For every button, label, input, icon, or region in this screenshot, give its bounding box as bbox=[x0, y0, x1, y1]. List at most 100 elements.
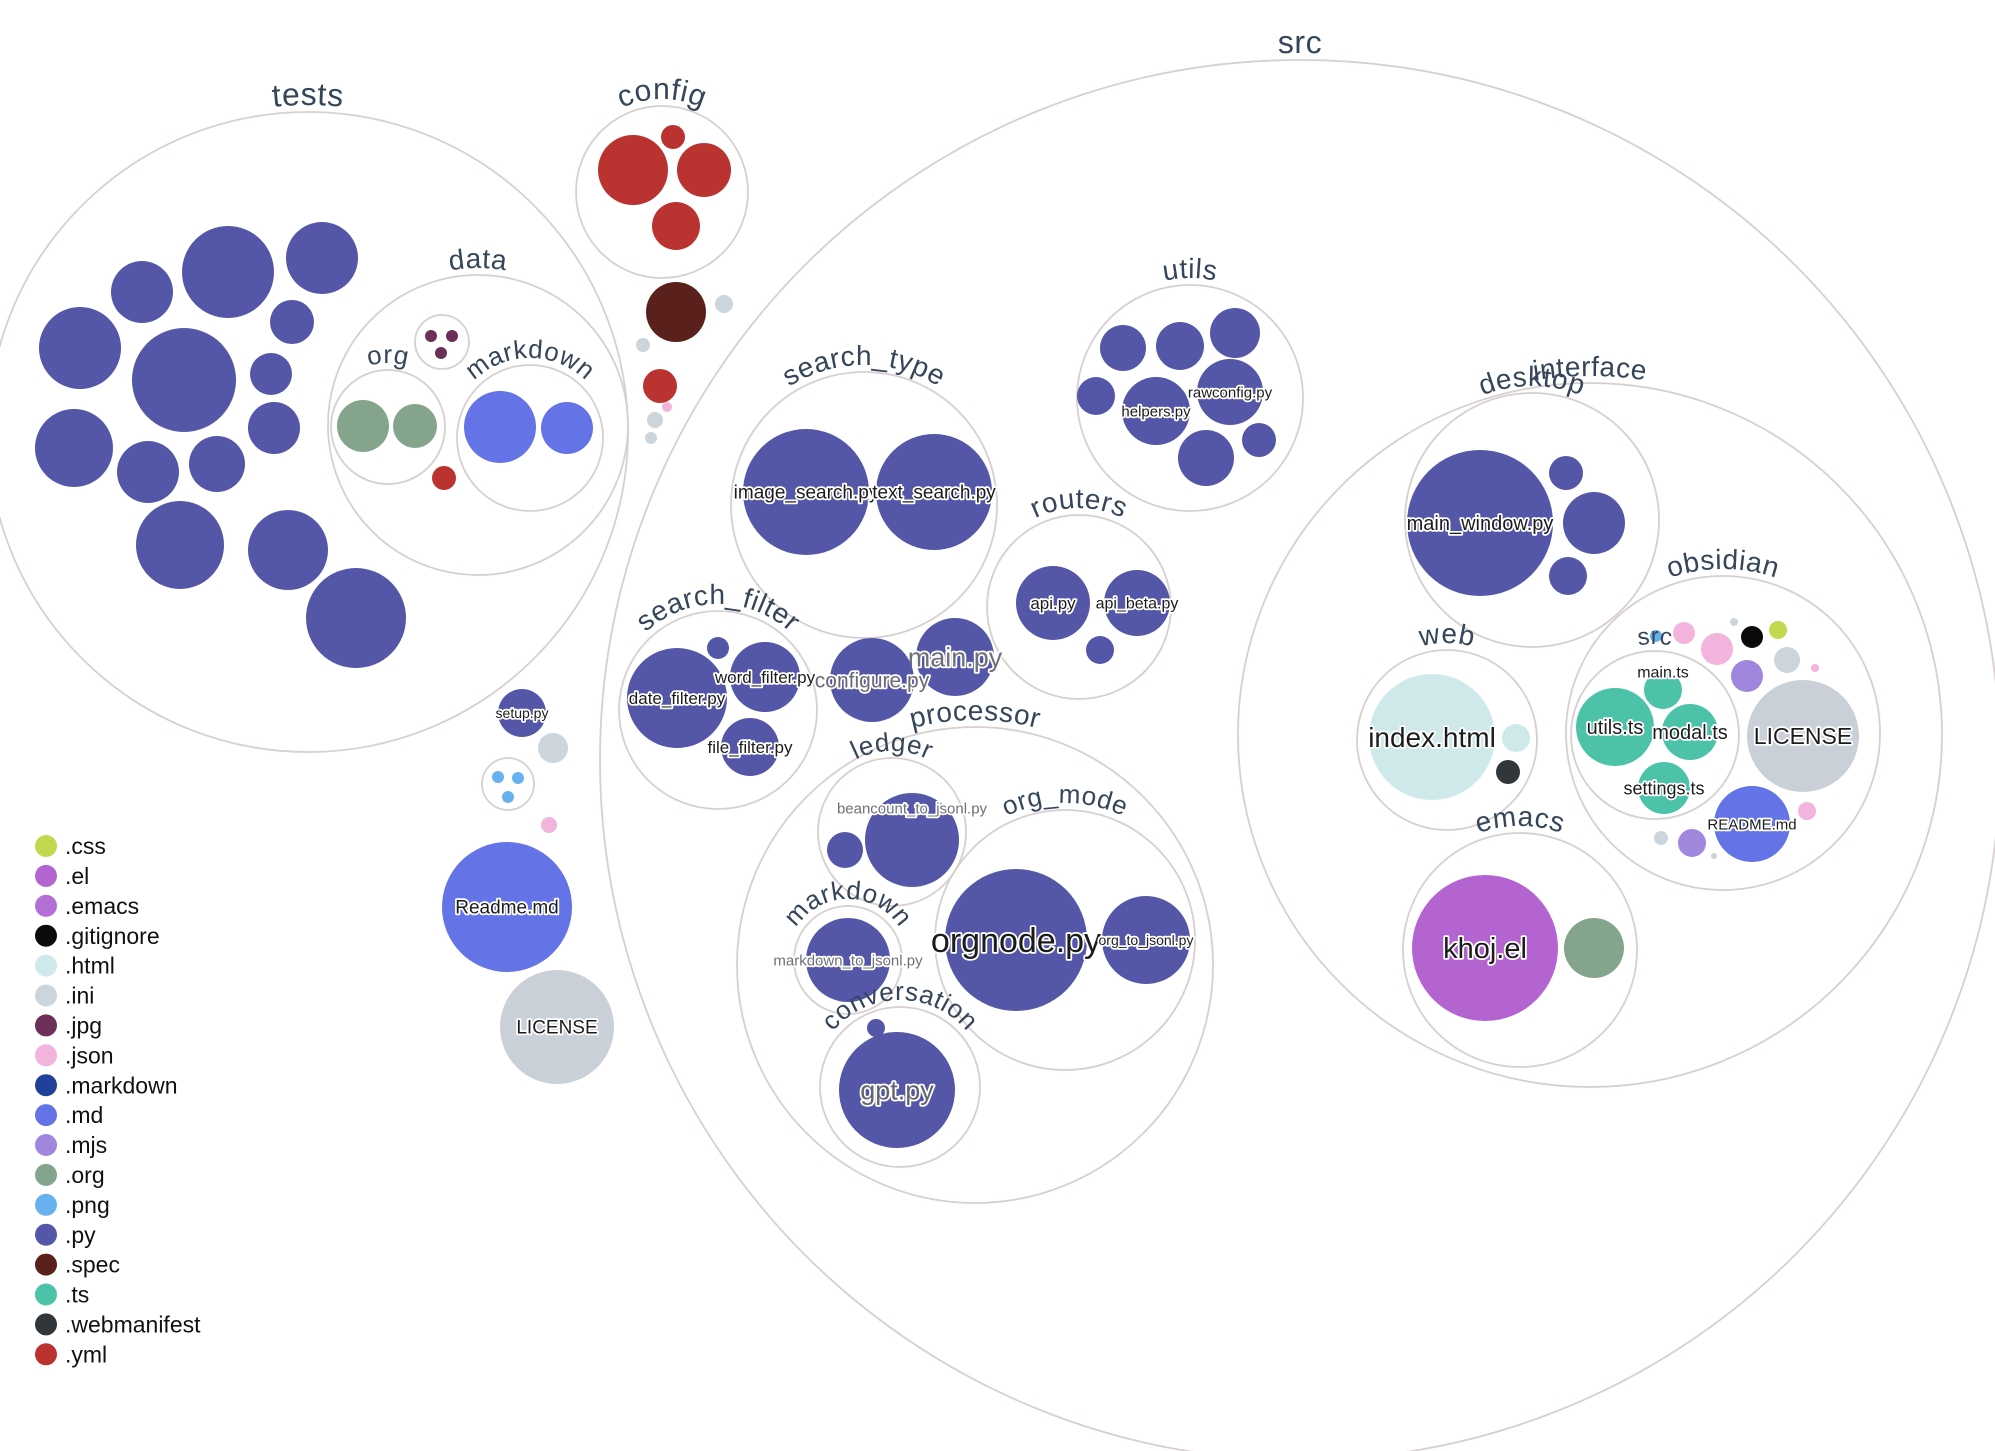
file-circle-json[interactable] bbox=[1798, 802, 1816, 820]
file-circle-text_search.py[interactable] bbox=[876, 434, 992, 550]
file-circle-mjs[interactable] bbox=[1731, 660, 1763, 692]
file-circle-markdown_to_jsonl.py[interactable] bbox=[806, 918, 890, 1002]
file-circle-ini[interactable] bbox=[1730, 618, 1738, 626]
file-circle-py[interactable] bbox=[707, 637, 729, 659]
folder-circle-emacs[interactable] bbox=[1402, 832, 1638, 1068]
file-circle-org[interactable] bbox=[1564, 918, 1624, 978]
file-circle-file_filter.py[interactable] bbox=[721, 718, 779, 776]
file-circle-gpt.py[interactable] bbox=[839, 1032, 955, 1148]
file-circle-py[interactable] bbox=[1549, 456, 1583, 490]
folder-circle-utils[interactable] bbox=[1076, 284, 1304, 512]
file-circle-json[interactable] bbox=[541, 817, 557, 833]
file-circle-modal.ts[interactable] bbox=[1662, 704, 1718, 760]
file-circle-jpg[interactable] bbox=[425, 330, 437, 342]
file-circle-py[interactable] bbox=[270, 300, 314, 344]
file-circle-api_beta.py[interactable] bbox=[1104, 570, 1170, 636]
folder-circle-search_type[interactable] bbox=[730, 371, 998, 639]
file-circle-py[interactable] bbox=[1563, 492, 1625, 554]
file-circle-org[interactable] bbox=[337, 400, 389, 452]
file-circle-configure.py[interactable] bbox=[830, 638, 914, 722]
file-circle-ini[interactable] bbox=[1711, 853, 1717, 859]
file-circle-README.md[interactable] bbox=[1714, 786, 1790, 862]
file-circle-org[interactable] bbox=[393, 404, 437, 448]
file-circle-helpers.py[interactable] bbox=[1122, 377, 1190, 445]
file-circle-py[interactable] bbox=[1156, 322, 1204, 370]
file-circle-ini[interactable] bbox=[645, 432, 657, 444]
file-circle-webmanifest[interactable] bbox=[1496, 760, 1520, 784]
file-circle-png[interactable] bbox=[502, 791, 514, 803]
file-circle-py[interactable] bbox=[306, 568, 406, 668]
file-circle-ini[interactable] bbox=[538, 733, 568, 763]
file-circle-setup.py[interactable] bbox=[498, 689, 546, 737]
folder-circle-src[interactable] bbox=[599, 59, 1995, 1451]
folder-circle-processor[interactable] bbox=[736, 726, 1214, 1204]
file-circle-yml[interactable] bbox=[661, 125, 685, 149]
file-circle-py[interactable] bbox=[1077, 377, 1115, 415]
file-circle-py[interactable] bbox=[1242, 423, 1276, 457]
file-circle-spec[interactable] bbox=[646, 282, 706, 342]
file-circle-index.html[interactable] bbox=[1369, 674, 1495, 800]
file-circle-py[interactable] bbox=[136, 501, 224, 589]
file-circle-json[interactable] bbox=[1673, 622, 1695, 644]
file-circle-jpg[interactable] bbox=[435, 347, 447, 359]
folder-circle-interface[interactable] bbox=[1237, 382, 1943, 1088]
file-circle-image_search.py[interactable] bbox=[743, 429, 869, 555]
file-circle-settings.ts[interactable] bbox=[1638, 762, 1690, 814]
file-circle-ini[interactable] bbox=[636, 338, 650, 352]
file-circle-rawconfig.py[interactable] bbox=[1197, 359, 1263, 425]
file-circle-date_filter.py[interactable] bbox=[627, 648, 727, 748]
file-circle-yml[interactable] bbox=[677, 143, 731, 197]
file-circle-main_window.py[interactable] bbox=[1407, 450, 1553, 596]
file-circle-main.ts[interactable] bbox=[1644, 671, 1682, 709]
file-circle-org_to_jsonl.py[interactable] bbox=[1102, 896, 1190, 984]
folder-circle-config[interactable] bbox=[575, 105, 749, 279]
file-circle-py[interactable] bbox=[1178, 430, 1234, 486]
file-circle-py[interactable] bbox=[1086, 636, 1114, 664]
file-circle-json[interactable] bbox=[1811, 664, 1819, 672]
file-circle-py[interactable] bbox=[1100, 325, 1146, 371]
file-circle-png[interactable] bbox=[512, 772, 524, 784]
file-circle-jpg[interactable] bbox=[446, 330, 458, 342]
file-circle-py[interactable] bbox=[248, 510, 328, 590]
file-circle-ini[interactable] bbox=[1774, 647, 1800, 673]
file-circle-py[interactable] bbox=[286, 222, 358, 294]
file-circle-py[interactable] bbox=[35, 409, 113, 487]
file-circle-py[interactable] bbox=[827, 832, 863, 868]
file-circle-css[interactable] bbox=[1769, 621, 1787, 639]
file-circle-png[interactable] bbox=[492, 771, 504, 783]
file-circle-png[interactable] bbox=[1650, 630, 1662, 642]
file-circle-main.py[interactable] bbox=[916, 618, 994, 696]
file-circle-LICENSE[interactable] bbox=[500, 970, 614, 1084]
folder-circle-web[interactable] bbox=[1356, 649, 1538, 831]
file-circle-Readme.md[interactable] bbox=[442, 842, 572, 972]
file-circle-ini[interactable] bbox=[715, 295, 733, 313]
file-circle-json[interactable] bbox=[1701, 633, 1733, 665]
file-circle-py[interactable] bbox=[117, 441, 179, 503]
file-circle-yml[interactable] bbox=[598, 135, 668, 205]
file-circle-gitignore[interactable] bbox=[1741, 626, 1763, 648]
file-circle-yml[interactable] bbox=[652, 202, 700, 250]
file-circle-mjs[interactable] bbox=[1678, 829, 1706, 857]
folder-circle-desktop[interactable] bbox=[1404, 392, 1660, 648]
folder-circle-unnamed[interactable] bbox=[481, 757, 535, 811]
folder-circle-org_mode[interactable] bbox=[934, 809, 1196, 1071]
file-circle-md[interactable] bbox=[541, 402, 593, 454]
file-circle-py[interactable] bbox=[1210, 308, 1260, 358]
file-circle-py[interactable] bbox=[248, 402, 300, 454]
file-circle-api.py[interactable] bbox=[1016, 566, 1090, 640]
folder-circle-org[interactable] bbox=[330, 369, 446, 485]
file-circle-py[interactable] bbox=[111, 261, 173, 323]
folder-circle-search_filter[interactable] bbox=[618, 610, 818, 810]
file-circle-beancount_to_jsonl.py[interactable] bbox=[865, 793, 959, 887]
folder-circle-obsidian[interactable] bbox=[1565, 575, 1881, 891]
file-circle-py[interactable] bbox=[132, 328, 236, 432]
file-circle-orgnode.py[interactable] bbox=[945, 869, 1087, 1011]
file-circle-py[interactable] bbox=[39, 307, 121, 389]
folder-circle-data[interactable] bbox=[327, 274, 629, 576]
file-circle-json[interactable] bbox=[662, 402, 672, 412]
file-circle-ini[interactable] bbox=[1654, 831, 1668, 845]
file-circle-py[interactable] bbox=[182, 226, 274, 318]
folder-circle-ledger[interactable] bbox=[817, 757, 967, 907]
file-circle-yml[interactable] bbox=[643, 369, 677, 403]
file-circle-py[interactable] bbox=[189, 436, 245, 492]
